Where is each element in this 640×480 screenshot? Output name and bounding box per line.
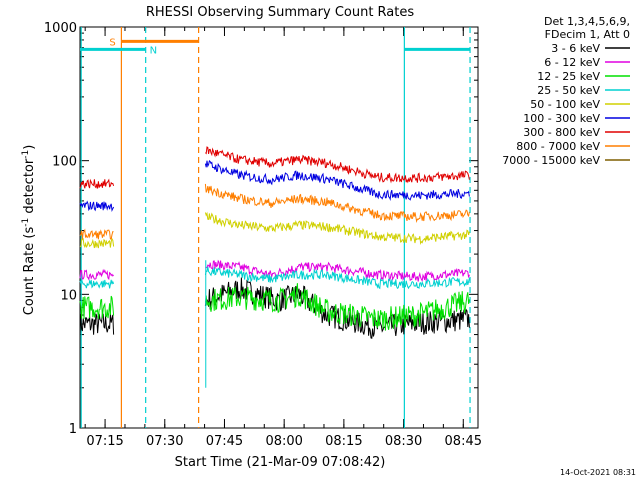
plot-frame	[79, 26, 479, 429]
legend-entry-label: 50 - 100 keV	[530, 98, 600, 111]
legend-entry-label: 3 - 6 keV	[551, 42, 600, 55]
series-line	[205, 259, 470, 283]
series-line	[79, 313, 115, 337]
series-line	[204, 266, 470, 290]
y-tick-label: 1000	[44, 21, 77, 36]
series-line	[79, 200, 115, 213]
chart-title: RHESSI Observing Summary Count Rates	[146, 5, 415, 20]
x-tick-label: 07:30	[146, 434, 183, 449]
y-tick-label: 10	[60, 288, 77, 303]
x-tick-label: 08:45	[445, 434, 482, 449]
night-flag-label: N	[150, 45, 157, 56]
legend: Det 1,3,4,5,6,9, FDecim 1, Att 0 3 - 6 k…	[502, 15, 630, 167]
series-line	[204, 211, 470, 246]
series-line	[204, 283, 470, 331]
timestamp: 14-Oct-2021 08:31	[560, 468, 636, 477]
x-tick-label: 07:45	[206, 434, 243, 449]
legend-entry-label: 6 - 12 keV	[544, 56, 600, 69]
x-tick-label: 08:00	[265, 434, 302, 449]
x-tick-label: 08:30	[385, 434, 422, 449]
legend-header-line-1: Det 1,3,4,5,6,9,	[544, 15, 630, 28]
y-tick-label: 100	[52, 155, 77, 170]
legend-entry-label: 800 - 7000 keV	[516, 140, 600, 153]
series-line	[79, 268, 114, 281]
series-line	[204, 277, 470, 339]
saa-flag-label: S	[109, 37, 115, 48]
series-line	[205, 146, 470, 184]
legend-entry-label: 100 - 300 keV	[523, 112, 600, 125]
y-axis-label: Count Rate (s-1 detector-1)	[21, 145, 37, 316]
series-line	[79, 178, 115, 189]
series-line	[79, 228, 114, 240]
series-line	[204, 159, 470, 201]
series-line	[79, 295, 115, 320]
series-line	[204, 183, 470, 224]
series-line	[79, 237, 115, 249]
x-axis-label: Start Time (21-Mar-09 07:08:42)	[175, 455, 386, 470]
plot-area: 1 10 100 1000 07:15 07:30 07:45 08:00 08:15 08:30…	[44, 21, 482, 449]
legend-entry-label: 25 - 50 keV	[537, 84, 600, 97]
y-tick-label: 1	[69, 422, 77, 437]
series-line	[79, 279, 115, 289]
x-tick-label: 07:15	[86, 434, 123, 449]
legend-entry-label: 12 - 25 keV	[537, 70, 600, 83]
legend-header-line-2: FDecim 1, Att 0	[545, 28, 630, 41]
legend-entry-label: 7000 - 15000 keV	[502, 154, 600, 167]
legend-entry-label: 300 - 800 keV	[523, 126, 600, 139]
x-tick-label: 08:15	[325, 434, 362, 449]
